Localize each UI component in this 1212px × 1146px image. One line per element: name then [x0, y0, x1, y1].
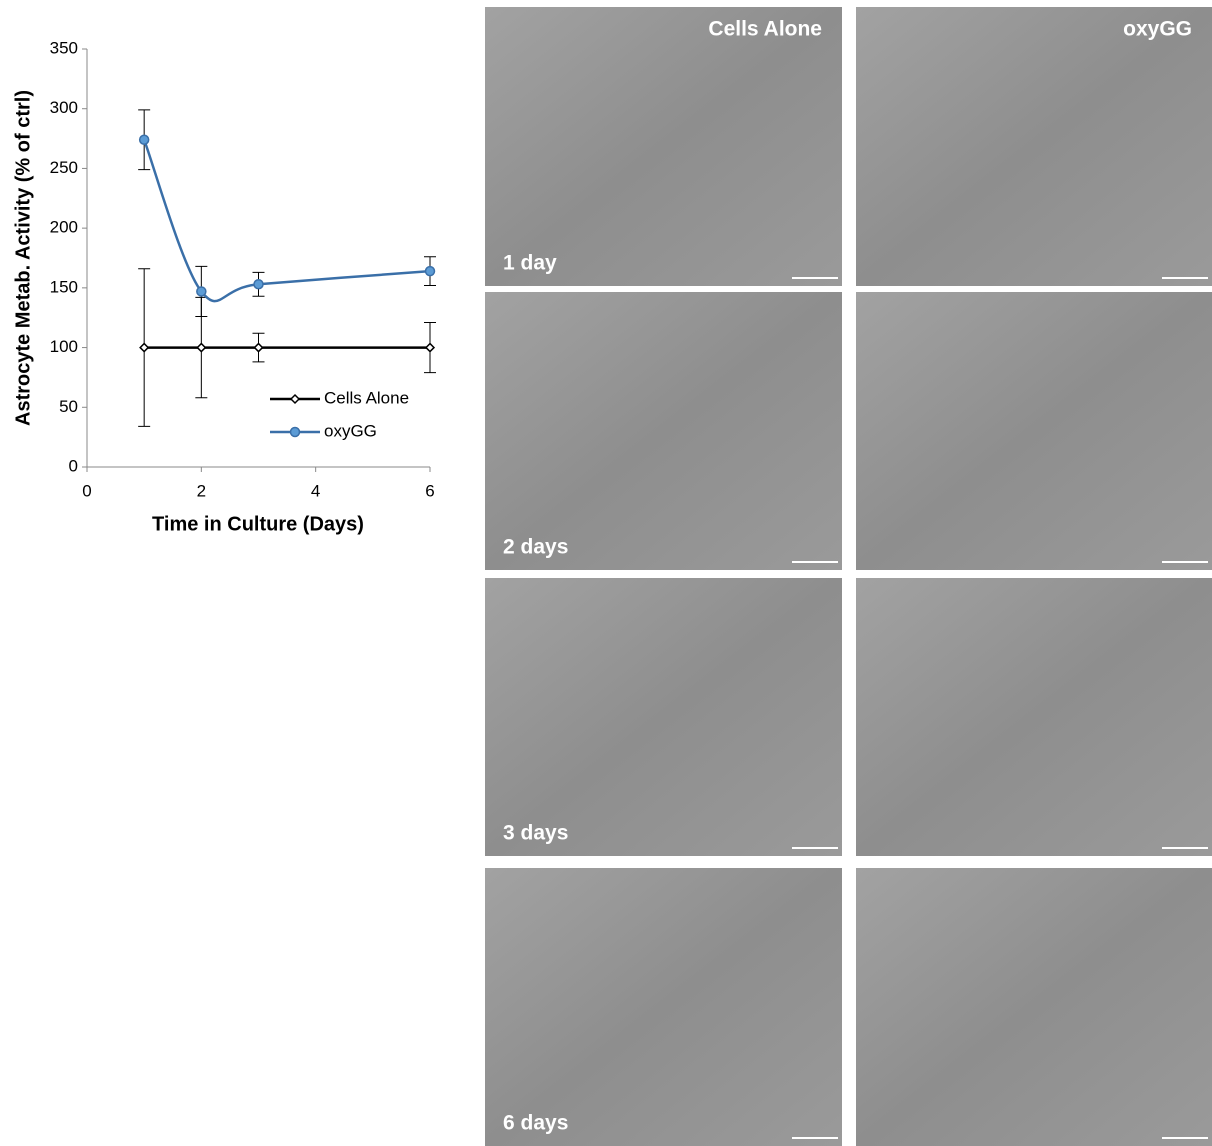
- point: [424, 265, 436, 277]
- y-tick-label: 350: [50, 38, 78, 57]
- row-label: 3 days: [503, 822, 568, 845]
- row-label: 1 day: [503, 252, 557, 275]
- x-tick-label: 6: [425, 481, 434, 500]
- y-tick-label: 100: [50, 337, 78, 356]
- y-tick-label: 250: [50, 158, 78, 177]
- point: [196, 286, 207, 297]
- micrograph: [485, 868, 842, 1146]
- micrograph: [485, 292, 842, 570]
- x-axis-title: Time in Culture (Days): [152, 513, 364, 535]
- y-tick-label: 0: [69, 456, 78, 475]
- y-tick-label: 200: [50, 218, 78, 237]
- micrograph: [856, 868, 1212, 1146]
- row-label: 6 days: [503, 1112, 568, 1135]
- x-tick-label: 0: [82, 481, 91, 500]
- micrograph: [856, 578, 1212, 856]
- legend-label: Cells Alone: [324, 388, 409, 407]
- point: [253, 342, 264, 353]
- row-label: 2 days: [503, 536, 568, 559]
- y-tick-label: 300: [50, 98, 78, 117]
- point: [138, 134, 150, 146]
- column-label: Cells Alone: [708, 18, 822, 41]
- legend-label: oxyGG: [324, 421, 377, 440]
- y-tick-label: 50: [59, 397, 78, 416]
- legend-marker: [289, 426, 301, 438]
- point: [253, 279, 264, 290]
- y-tick-label: 150: [50, 277, 78, 296]
- x-tick-label: 4: [311, 481, 320, 500]
- series-line: [142, 139, 431, 303]
- micrograph: [485, 578, 842, 856]
- point: [424, 342, 436, 353]
- micrograph: [856, 292, 1212, 570]
- micrograph: [856, 7, 1212, 286]
- column-label: oxyGG: [1123, 18, 1192, 41]
- x-tick-label: 2: [197, 481, 206, 500]
- micrograph: [485, 7, 842, 286]
- point: [196, 342, 207, 353]
- legend-marker: [289, 393, 301, 405]
- y-axis-title: Astrocyte Metab. Activity (% of ctrl): [12, 90, 34, 426]
- point: [139, 342, 150, 353]
